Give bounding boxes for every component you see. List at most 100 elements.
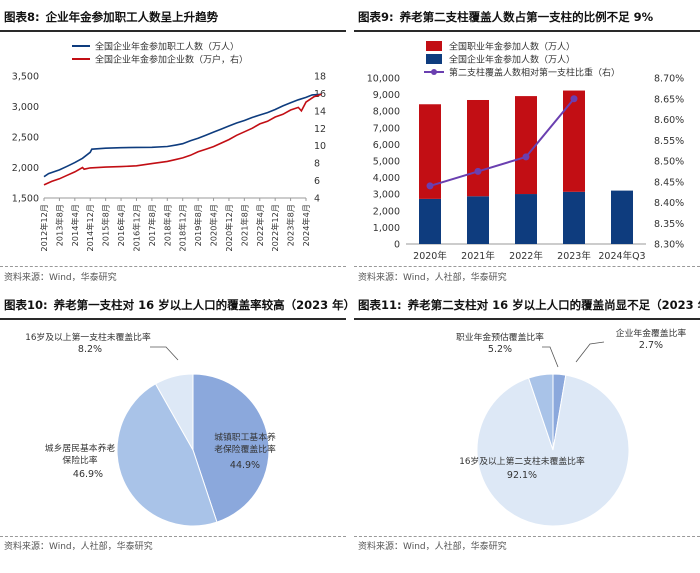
ratio-point [474,167,482,175]
figure-8-top-rule [0,30,346,32]
figure-8-number: 图表8: [4,10,40,24]
slice-label: 16岁及以上第二支柱未覆盖比率 [459,455,585,467]
y-right-tick-label: 8.55% [654,136,684,147]
figure-9-panel: 图表9: 养老第二支柱覆盖人数占第一支柱的比例不足 9% 0 1,000 2,000 3… [354,6,700,285]
bar-enterprise-annuity [611,190,633,244]
y-left-tick-label: 3,500 [12,72,39,83]
x-tick-label: 2020年 [413,250,447,262]
figure-10-title: 图表10: 养老第一支柱对 16 岁以上人口的覆盖率较高（2023 年） [4,294,355,316]
y-right-tick-label: 8.60% [654,115,684,126]
slice-label: 城乡居民基本养老 [45,442,116,454]
x-tick-label: 2016年12月 [131,204,141,252]
y-left-tick-label: 6,000 [373,140,400,151]
bar-occupational-annuity [467,99,489,197]
slice-value: 92.1% [507,470,537,481]
y-right-tick-label: 10 [314,141,326,152]
figure-11-source: 资料来源：Wind，人社部，华泰研究 [358,542,507,552]
x-tick-label: 2012年12月 [39,204,49,252]
figure-10-source: 资料来源：Wind，人社部，华泰研究 [4,542,153,552]
figure-8-chart: 1,5002,0002,5003,0003,500468101214161820… [12,41,326,252]
figure-9-title-text: 养老第二支柱覆盖人数占第一支柱的比例不足 9% [399,10,654,24]
leader-line [150,346,179,361]
x-tick-label: 2014年12月 [85,204,95,252]
series-line-enterprises [43,93,322,186]
figure-8-bottom-rule [0,266,346,267]
x-tick-label: 2020年4月 [209,204,219,246]
x-tick-label: 2023年 [557,250,591,262]
y-left-tick-label: 1,000 [373,223,400,234]
x-tick-label: 2022年12月 [270,204,280,252]
x-tick-label: 2024年Q3 [598,250,645,262]
y-left-tick-label: 4,000 [373,173,400,184]
x-tick-label: 2021年 [461,250,495,262]
legend-swatch [426,41,442,51]
slice-value: 5.2% [488,344,512,355]
y-left-tick-label: 2,000 [373,206,400,217]
y-right-tick-label: 8.30% [654,240,684,251]
legend-label: 全国企业年金参加企业数（万户，右） [95,54,248,66]
y-right-tick-label: 6 [314,176,320,187]
legend-swatch [426,54,442,64]
y-left-tick-label: 1,500 [12,194,39,205]
ratio-point [522,153,530,161]
legend-label: 第二支柱覆盖人数相对第一支柱比重（右） [449,67,620,79]
figure-10-title-text: 养老第一支柱对 16 岁以上人口的覆盖率较高（2023 年） [53,298,356,312]
x-tick-label: 2017年8月 [147,204,157,246]
pie-slice [116,383,218,527]
pie-slice [154,373,194,452]
bar-occupational-annuity [563,90,585,192]
slice-label: 城镇职工基本养 [214,431,276,443]
figure-9-source: 资料来源：Wind，人社部，华泰研究 [358,273,507,283]
y-left-tick-label: 8,000 [373,107,400,118]
figure-11-panel: 图表11: 养老第二支柱对 16 岁以上人口的覆盖尚显不足（2023 年） 企业年… [354,294,700,573]
figure-11-title-text: 养老第二支柱对 16 岁以上人口的覆盖尚显不足（2023 年） [407,298,700,312]
leader-line [575,341,605,363]
slice-value: 46.9% [73,469,103,480]
x-tick-label: 2016年4月 [116,204,126,246]
y-left-tick-label: 9,000 [373,90,400,101]
x-tick-label: 2022年 [509,250,543,262]
pie-slice [192,373,270,523]
y-left-tick-label: 3,000 [12,102,39,113]
figure-9-bottom-rule [354,266,700,267]
bar-enterprise-annuity [467,196,489,244]
ratio-point [426,182,434,190]
figure-8-panel: 图表8: 企业年金参加职工人数呈上升趋势 1,500 2,000 2,500 3,000… [0,6,346,285]
figure-8-title-text: 企业年金参加职工人数呈上升趋势 [45,10,219,24]
slice-value: 8.2% [78,344,102,355]
x-tick-label: 2021年8月 [239,204,249,246]
y-left-tick-label: 7,000 [373,123,400,134]
bar-occupational-annuity [419,104,441,199]
figure-11-top-rule [354,318,700,320]
slice-label: 保险比率 [62,454,97,466]
slice-label: 16岁及以上第一支柱未覆盖比率 [25,331,151,343]
legend-label: 全国企业年金参加职工人数（万人） [95,41,239,53]
bar-enterprise-annuity [515,194,537,244]
x-tick-label: 2019年8月 [193,204,203,246]
y-right-tick-label: 8.45% [654,177,684,188]
figure-10-bottom-rule [0,536,346,537]
figure-11-number: 图表11: [358,298,402,312]
pie-slice [527,373,554,451]
y-right-tick-label: 8.35% [654,219,684,230]
y-left-tick-label: 3,000 [373,190,400,201]
figure-9-title: 图表9: 养老第二支柱覆盖人数占第一支柱的比例不足 9% [358,6,653,28]
x-tick-label: 2024年4月 [301,204,311,246]
y-left-tick-label: 0 [394,240,400,251]
slice-label: 企业年金覆盖比率 [616,327,687,339]
figure-9-top-rule [354,30,700,32]
x-tick-label: 2013年8月 [54,204,64,246]
bar-occupational-annuity [515,96,537,195]
series-line-employees [43,93,322,178]
y-right-tick-label: 18 [314,72,326,83]
y-right-tick-label: 14 [314,106,326,117]
legend-label: 全国职业年金参加人数（万人） [449,41,575,53]
y-right-tick-label: 8 [314,159,320,170]
figure-11-bottom-rule [354,536,700,537]
x-tick-label: 2023年8月 [286,204,296,246]
bar-enterprise-annuity [419,198,441,244]
figure-9-number: 图表9: [358,10,394,24]
y-left-tick-label: 5,000 [373,157,400,168]
